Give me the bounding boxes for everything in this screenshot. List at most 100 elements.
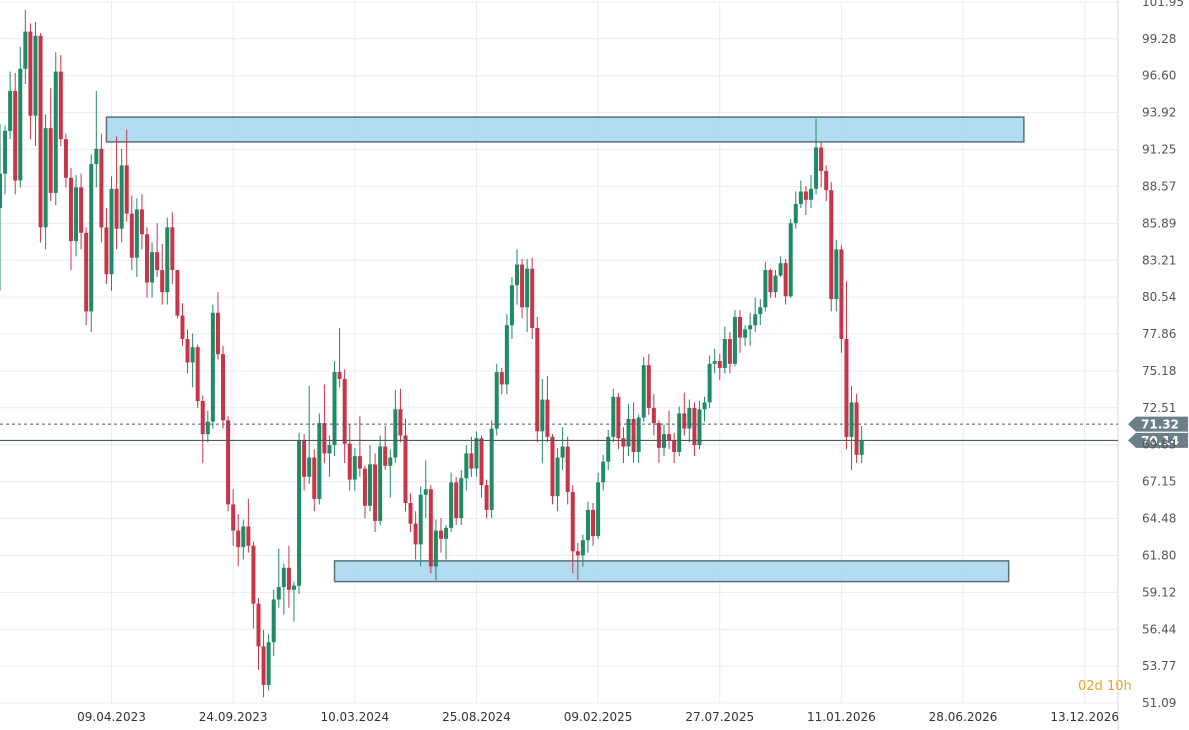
candle-body	[732, 316, 737, 364]
candle-body	[0, 173, 2, 209]
candle-body	[124, 165, 129, 214]
candle-up	[596, 472, 601, 539]
candle-body	[393, 409, 398, 458]
candle-down	[170, 212, 175, 284]
candle-up	[702, 396, 707, 422]
candle-body	[535, 327, 540, 432]
candle-body	[79, 187, 84, 233]
candle-up	[18, 46, 23, 188]
candle-down	[667, 410, 672, 450]
candle-body	[707, 363, 712, 403]
candle-up	[8, 71, 13, 140]
candle-body	[246, 526, 251, 546]
candle-down	[413, 511, 418, 560]
candle-up	[601, 454, 606, 491]
candle-body	[677, 413, 682, 453]
candle-body	[591, 509, 596, 537]
candle-up	[241, 519, 246, 560]
candle-up	[281, 563, 286, 615]
candle-up	[3, 125, 8, 195]
candle-down	[383, 425, 388, 470]
candle-body	[368, 464, 373, 506]
candle-body	[84, 232, 89, 312]
candle-down	[312, 449, 317, 512]
candle-body	[778, 263, 783, 276]
candle-up	[109, 176, 114, 291]
price-tag-label: 70.14	[1141, 434, 1179, 448]
candle-body	[672, 440, 677, 453]
candle-down	[398, 388, 403, 443]
candle-up	[677, 406, 682, 457]
candle-up	[464, 445, 469, 491]
countdown-day-unit: d	[1094, 679, 1103, 694]
countdown-hour-unit: h	[1123, 679, 1132, 694]
candle-body	[114, 188, 119, 229]
reference-price-tag: 71.32	[1128, 416, 1188, 432]
candle-body	[555, 457, 560, 497]
candle-body	[753, 314, 758, 326]
candle-body	[849, 402, 854, 437]
zone-rect[interactable]	[333, 560, 1010, 583]
candle-up	[504, 314, 509, 395]
candle-down	[129, 195, 134, 271]
candle-body	[545, 399, 550, 437]
candle-up	[722, 326, 727, 374]
candle-up	[763, 261, 768, 312]
candle-up	[449, 472, 454, 532]
candle-down	[829, 181, 834, 312]
candle-body	[48, 128, 53, 193]
candle-body	[697, 409, 702, 446]
candle-body	[469, 453, 474, 469]
candle-body	[150, 252, 155, 283]
candle-body	[403, 435, 408, 504]
candle-down	[575, 542, 580, 581]
candle-down	[621, 427, 626, 464]
candle-body	[499, 372, 504, 385]
countdown-days: 02	[1078, 679, 1095, 694]
candle-up	[707, 355, 712, 408]
candle-down	[484, 479, 489, 519]
candle-up	[758, 299, 763, 326]
zone-rect[interactable]	[105, 116, 1025, 143]
candle-body	[829, 190, 834, 300]
candle-body	[540, 399, 545, 432]
candle-body	[798, 191, 803, 204]
candle-body	[575, 551, 580, 556]
candle-up	[33, 21, 38, 147]
candle-body	[479, 438, 484, 486]
candle-up	[489, 420, 494, 519]
candle-up	[271, 589, 276, 657]
candle-down	[499, 367, 504, 395]
candle-body	[221, 354, 226, 421]
candle-down	[403, 418, 408, 512]
x-tick-label: 09.02.2025	[564, 710, 633, 724]
x-tick-label: 25.08.2024	[442, 710, 511, 724]
candle-up	[352, 447, 357, 491]
candle-body	[104, 227, 109, 275]
candle-down	[256, 598, 261, 670]
candle-body	[53, 71, 58, 193]
candle-body	[210, 312, 215, 422]
candle-body	[119, 165, 124, 229]
candle-body	[271, 599, 276, 643]
candle-down	[38, 33, 43, 243]
candle-up	[0, 123, 2, 291]
candle-up	[297, 432, 302, 594]
candle-body	[611, 396, 616, 437]
candle-body	[651, 407, 656, 424]
y-tick-label: 56.44	[1142, 622, 1176, 636]
candle-body	[656, 423, 661, 448]
candle-down	[651, 394, 656, 436]
y-tick-label: 85.89	[1142, 216, 1176, 230]
candle-down	[124, 129, 129, 222]
candle-down	[114, 136, 119, 250]
candle-body	[621, 438, 626, 447]
candle-body	[428, 489, 433, 567]
candle-body	[23, 31, 28, 69]
candle-body	[170, 227, 175, 271]
candle-down	[565, 436, 570, 505]
candle-up	[317, 413, 322, 505]
candle-body	[378, 446, 383, 521]
